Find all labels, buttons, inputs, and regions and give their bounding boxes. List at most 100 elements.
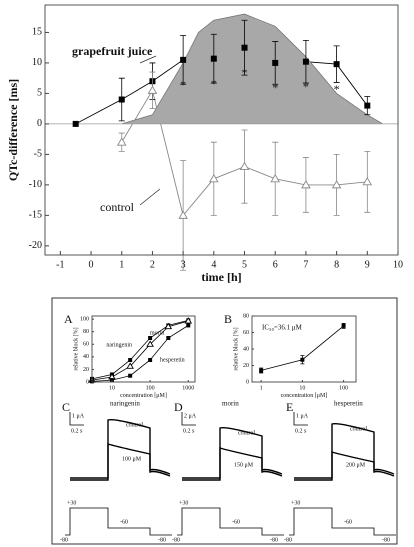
y-tick-label: 60 xyxy=(83,342,89,348)
voltage-label: +30 xyxy=(291,500,300,506)
line xyxy=(91,325,189,382)
marker xyxy=(301,179,311,189)
panel-letter: E xyxy=(286,400,293,414)
x-tick-label: 1 xyxy=(119,259,124,270)
voltage-label: -80 xyxy=(270,537,278,543)
line xyxy=(91,320,189,380)
scale-bar xyxy=(69,412,84,426)
y-tick-label: -10 xyxy=(29,179,42,190)
marker xyxy=(184,317,193,324)
plot-frame xyxy=(91,315,196,383)
y-axis-label: relative block [%] xyxy=(233,327,239,370)
y-tick-label: 40 xyxy=(83,354,89,360)
x-axis-label: time [h] xyxy=(201,270,241,284)
area xyxy=(121,13,383,125)
x-tick-label: 10 xyxy=(299,385,305,391)
marker xyxy=(272,59,279,66)
trace-name: morin xyxy=(222,400,239,408)
y-tick-label: 80 xyxy=(83,329,89,335)
panel-letter: D xyxy=(174,400,183,414)
drug-label: 100 μM xyxy=(122,456,142,462)
y-tick-label: -15 xyxy=(29,210,42,221)
voltage-label: -80 xyxy=(382,537,390,543)
drug-label: 200 μM xyxy=(346,462,366,468)
marker xyxy=(166,336,171,340)
y-tick-label: 0 xyxy=(37,118,42,129)
current-scale: 1 μA xyxy=(72,413,85,419)
y-tick-label: 0 xyxy=(86,379,89,385)
annotation: IC₅₀=36.1 μM xyxy=(262,324,303,332)
asterisk: * xyxy=(334,82,340,96)
y-tick-label: 60 xyxy=(243,330,249,336)
voltage-label: -60 xyxy=(120,519,128,525)
y-tick-label: -5 xyxy=(34,149,42,160)
marker xyxy=(146,340,154,347)
marker xyxy=(333,61,340,68)
voltage-protocol xyxy=(289,507,396,536)
marker xyxy=(362,176,373,186)
series-label: naringenin xyxy=(106,342,132,348)
trace-drug xyxy=(182,447,283,481)
voltage-label: -80 xyxy=(172,537,180,543)
y-axis-label: relative block [%] xyxy=(73,327,79,370)
control-label: control xyxy=(238,430,255,436)
x-tick-label: 100 xyxy=(339,385,348,391)
control-label: control xyxy=(350,426,367,432)
x-tick-label: 5 xyxy=(242,259,247,270)
marker xyxy=(128,358,133,362)
marker xyxy=(209,173,219,183)
marker xyxy=(270,173,280,183)
marker xyxy=(126,362,134,369)
x-axis-label: concentration [μM] xyxy=(281,393,328,399)
marker xyxy=(148,336,153,340)
x-tick-label: 100 xyxy=(146,385,155,391)
line xyxy=(91,320,189,381)
voltage-label: -80 xyxy=(158,537,166,543)
x-tick-label: 10 xyxy=(109,385,115,391)
y-tick-label: 20 xyxy=(83,367,89,373)
y-axis-label: QTc-difference [ms] xyxy=(6,79,20,181)
current-scale: 2 μA xyxy=(184,413,197,419)
voltage-protocol xyxy=(177,507,284,536)
voltage-label: -80 xyxy=(284,537,292,543)
x-tick-label: 1 xyxy=(260,385,263,391)
marker xyxy=(241,44,248,51)
plot-frame xyxy=(44,4,399,256)
trace-name: naringenin xyxy=(110,400,140,408)
voltage-label: -80 xyxy=(60,537,68,543)
trace-control xyxy=(294,422,395,479)
y-tick-label: 0 xyxy=(246,379,249,385)
trace-control xyxy=(70,418,171,479)
x-tick-label: 6 xyxy=(273,259,278,270)
marker xyxy=(116,137,127,146)
current-scale: 1 μA xyxy=(296,413,309,419)
y-tick-label: 5 xyxy=(37,88,42,99)
marker xyxy=(180,56,187,63)
marker xyxy=(128,373,133,378)
voltage-protocol xyxy=(65,507,172,536)
trace-drug xyxy=(70,443,171,481)
series-label: control xyxy=(100,200,135,214)
x-axis-label: concentration [μM] xyxy=(120,393,167,399)
scale-bar xyxy=(181,412,196,426)
marker xyxy=(210,55,217,62)
panel-border xyxy=(51,297,398,545)
asterisk: * xyxy=(242,65,248,79)
leader-line xyxy=(139,188,161,206)
panel-letter: B xyxy=(224,312,232,326)
x-tick-label: 1000 xyxy=(182,385,194,391)
leader-line xyxy=(139,55,157,64)
marker xyxy=(364,102,371,109)
voltage-label: -60 xyxy=(344,519,352,525)
marker xyxy=(178,210,188,219)
x-tick-label: 9 xyxy=(365,259,370,270)
time-scale: 0.2 s xyxy=(295,428,307,434)
x-tick-label: 2 xyxy=(150,259,155,270)
y-tick-label: 80 xyxy=(243,313,249,319)
panel-letter: C xyxy=(62,400,70,414)
y-tick-label: 20 xyxy=(243,363,249,369)
time-scale: 0.2 s xyxy=(183,428,195,434)
y-tick-label: -20 xyxy=(29,240,42,251)
series-label: morin xyxy=(150,330,164,336)
